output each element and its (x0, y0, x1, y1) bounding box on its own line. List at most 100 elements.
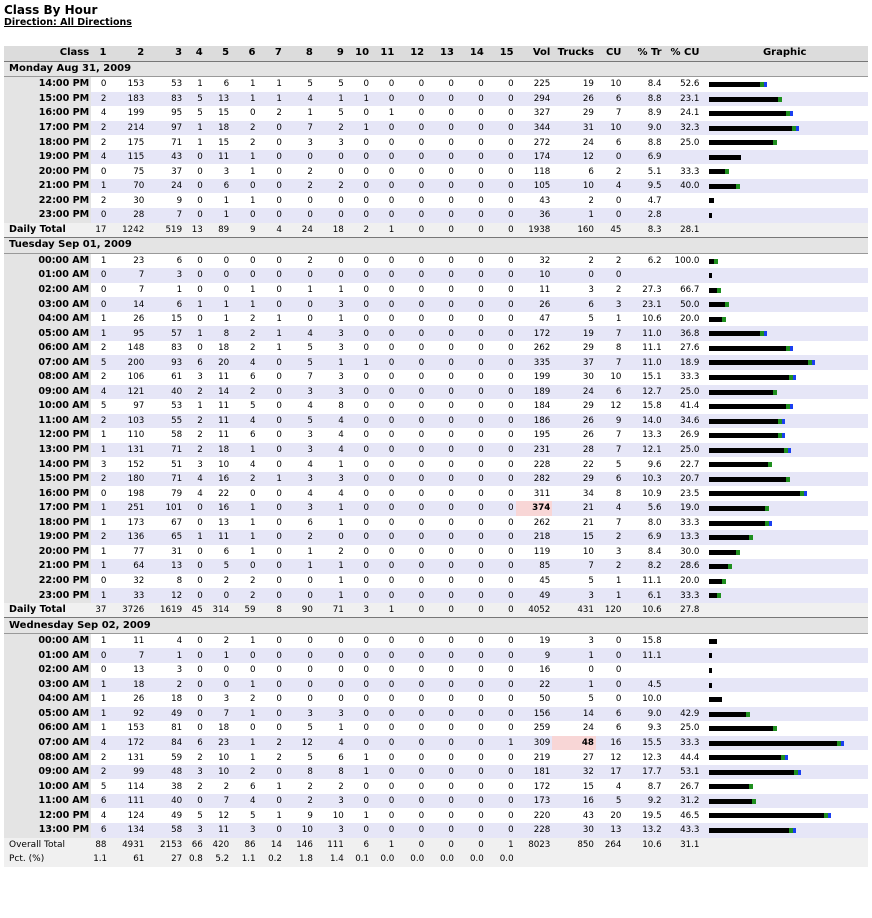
pct-cu-value: 25.0 (663, 384, 702, 400)
row-label: 10:00 AM (4, 399, 92, 414)
class-count: 1 (91, 442, 109, 458)
pct-trucks-value: 11.0 (623, 355, 664, 371)
class-count: 15 (204, 135, 232, 150)
class-count: 0 (345, 399, 372, 414)
class-count: 7 (204, 793, 232, 809)
class-count: 1 (91, 253, 109, 269)
class-count: 61 (108, 852, 147, 867)
class-count: 1 (231, 530, 258, 545)
class-count: 1 (345, 750, 372, 765)
class-count: 1 (231, 750, 258, 765)
class-count: 97 (108, 399, 147, 414)
truck-bar-blue (769, 520, 773, 526)
class-count: 2 (91, 764, 109, 780)
class-count: 0 (455, 164, 486, 179)
class-count: 0 (455, 106, 486, 121)
class-count: 0 (345, 692, 372, 707)
class-count: 0 (257, 413, 284, 429)
truck-bar-black (709, 375, 790, 381)
class-count: 0 (485, 706, 516, 722)
class-count: 0 (426, 573, 456, 589)
volume-value: 32 (515, 253, 553, 269)
class-count: 1 (257, 311, 284, 327)
class-count: 9 (283, 808, 315, 823)
class-count: 0 (257, 384, 284, 400)
class-count: 38 (146, 779, 185, 794)
cu-value: 4 (595, 500, 624, 516)
class-count: 0 (485, 384, 516, 400)
class-count: 1 (371, 602, 397, 618)
trucks-value: 5 (552, 573, 596, 589)
volume-value: 172 (515, 326, 553, 341)
volume-value: 186 (515, 413, 553, 429)
trucks-value: 27 (552, 750, 596, 765)
graphic-cell (701, 750, 868, 765)
class-count: 7 (146, 208, 185, 223)
class-count: 5 (204, 559, 232, 574)
class-count: 71 (314, 602, 346, 618)
truck-bar-green (786, 345, 791, 351)
graphic-cell (701, 530, 868, 545)
pct-cu-value: 20.7 (663, 471, 702, 487)
class-count: 1 (204, 311, 232, 327)
row-label: 22:00 PM (4, 573, 92, 589)
truck-bar-black (709, 96, 779, 102)
class-count: 3 (314, 135, 346, 150)
class-count: 0 (314, 149, 346, 165)
cu-value (595, 852, 624, 867)
pct-cu-value: 22.7 (663, 457, 702, 472)
cu-value: 6 (595, 135, 624, 150)
row-label: 11:00 AM (4, 793, 92, 809)
class-count: 2 (283, 779, 315, 794)
truck-bar-black (709, 535, 750, 541)
class-count: 99 (108, 764, 147, 780)
class-count: 45 (184, 602, 205, 618)
class-count: 0 (371, 76, 397, 92)
truck-bar-green (784, 447, 789, 453)
class-count: 0 (257, 706, 284, 722)
class-count: 0 (485, 178, 516, 194)
pct-cu-value: 52.6 (663, 76, 702, 92)
class-count: 88 (91, 837, 109, 853)
class-count: 0 (426, 297, 456, 312)
class-count: 18 (204, 120, 232, 136)
class-count: 251 (108, 500, 147, 516)
class-count: 2 (231, 311, 258, 327)
hour-row: 04:00 AM 1 26 15 0 1 2 1 0 1 0 0 0 0 0 0 47 5 1 10.6 20.0 (4, 311, 868, 327)
truck-bar (709, 433, 786, 439)
volume-value: 11 (515, 282, 553, 298)
truck-bar (709, 798, 757, 804)
class-count: 95 (146, 106, 185, 121)
trucks-value: 31 (552, 120, 596, 136)
class-count: 2 (91, 91, 109, 107)
class-count: 0 (345, 282, 372, 298)
truck-bar (709, 476, 791, 482)
graphic-cell (701, 340, 868, 356)
class-count: 0 (314, 633, 346, 649)
row-label: 13:00 PM (4, 442, 92, 458)
class-count: 1 (91, 677, 109, 693)
pct-trucks-value: 27.3 (623, 282, 664, 298)
class-count: 0 (283, 297, 315, 312)
class-count: 0 (345, 779, 372, 794)
hour-row: 20:00 PM 1 77 31 0 6 1 0 1 2 0 0 0 0 0 0 119 10 3 8.4 30.0 (4, 544, 868, 560)
class-count: 9 (231, 222, 258, 238)
pct-cu-value: 31.1 (663, 837, 702, 853)
class-count: 0 (257, 662, 284, 678)
class-count: 0 (184, 662, 205, 678)
truck-bar (709, 667, 713, 673)
graphic-cell (701, 822, 868, 838)
row-label: 23:00 PM (4, 208, 92, 223)
column-header: 15 (485, 46, 516, 62)
truck-bar-black (709, 593, 718, 599)
column-header: Class (4, 46, 92, 62)
graphic-cell (701, 326, 868, 341)
class-count: 0 (485, 135, 516, 150)
class-count: 1 (314, 573, 346, 589)
volume-value: 47 (515, 311, 553, 327)
volume-value: 118 (515, 164, 553, 179)
cu-value: 12 (595, 750, 624, 765)
class-count: 0 (371, 326, 397, 341)
truck-bar-black (709, 213, 713, 219)
class-count: 1 (231, 515, 258, 531)
